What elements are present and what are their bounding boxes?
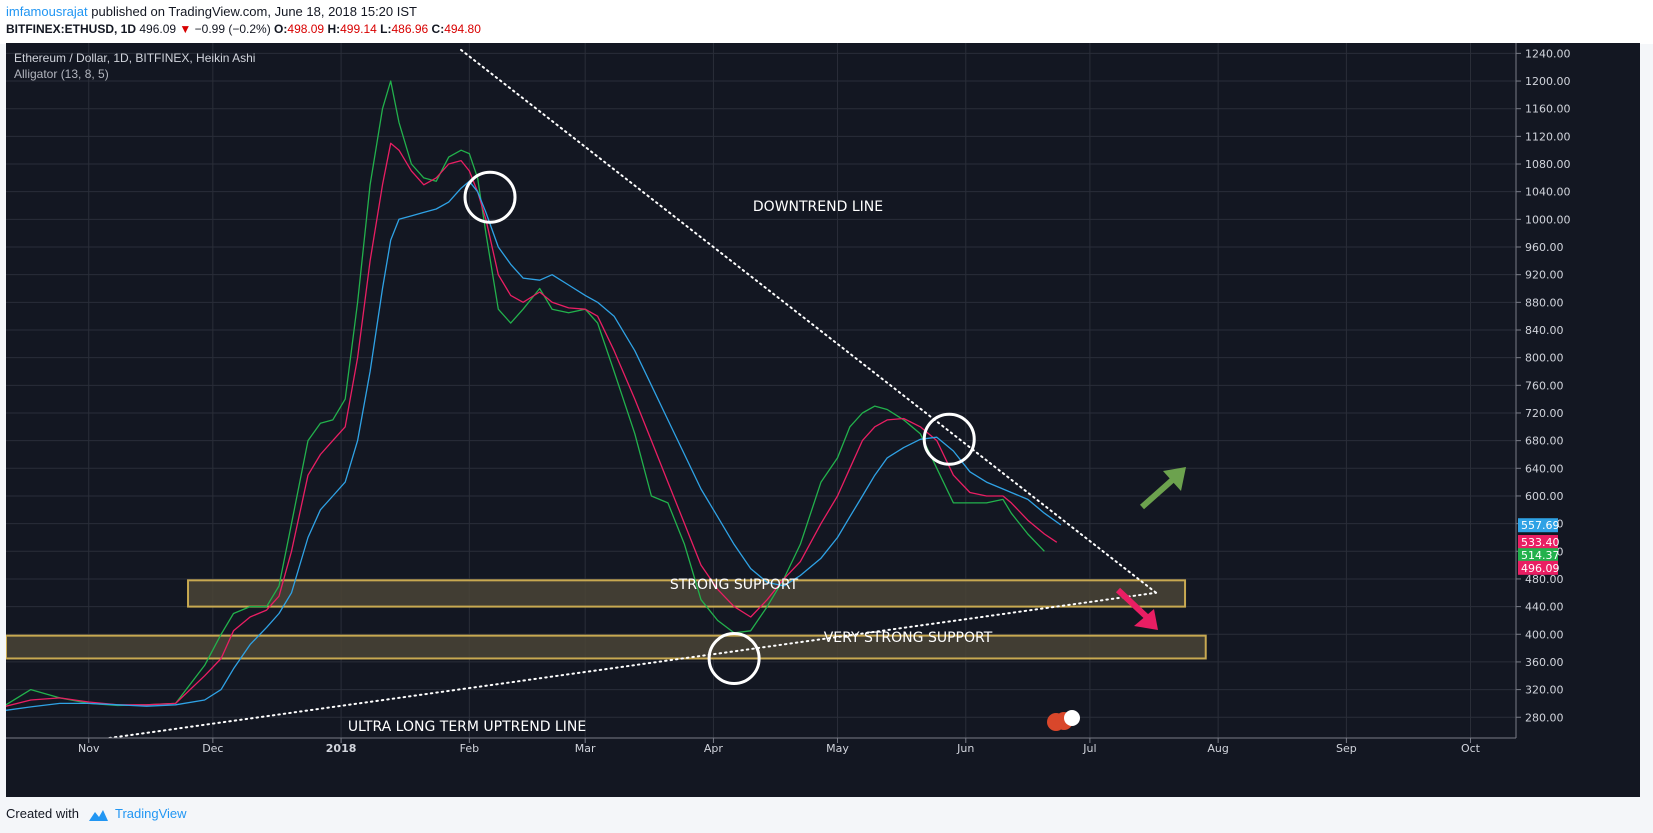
price-label-tag (1518, 560, 1558, 575)
open-value: 498.09 (287, 22, 325, 36)
price-label-tag (1518, 548, 1558, 563)
price-label-tag (1518, 535, 1558, 550)
footer: Created with TradingView (6, 806, 187, 822)
price-tick-label: 440.00 (1525, 601, 1564, 614)
price-tick-label: 720.00 (1525, 407, 1564, 420)
arrow-up-icon (1140, 467, 1186, 510)
price-tick-label: 320.00 (1525, 684, 1564, 697)
time-tick-label: Mar (575, 742, 596, 755)
publish-header: imfamousrajat published on TradingView.c… (0, 0, 1653, 44)
time-tick-label: Nov (78, 742, 100, 755)
support-touch-circle-apr (707, 631, 761, 685)
bearish-cross-circle-feb (463, 170, 517, 224)
price-tick-label: 360.00 (1525, 656, 1564, 669)
close-label: C: (431, 22, 445, 36)
tradingview-link[interactable]: TradingView (114, 806, 187, 821)
alligator-teeth-line (6, 142, 1058, 707)
created-with-text: Created with (6, 806, 79, 821)
price-tick-label: 960.00 (1525, 241, 1564, 254)
high-label: H: (327, 22, 341, 36)
trend-lines (108, 48, 1158, 739)
price-tick-label: 1160.00 (1525, 103, 1571, 116)
symbol-name: BITFINEX:ETHUSD, 1D (6, 22, 137, 36)
price-tick-label: 280.00 (1525, 711, 1564, 724)
down-arrow-icon: ▼ (179, 22, 192, 36)
time-axis[interactable]: Nov Dec 2018 Feb Mar Apr May Jun Jul Aug Sep Oct (6, 737, 1640, 797)
high-value: 499.14 (340, 22, 377, 36)
tradingview-logo-icon (88, 809, 108, 821)
grid (6, 43, 1516, 738)
price-tick-label: 1120.00 (1525, 130, 1571, 143)
price-change: −0.99 (−0.2%) (194, 22, 271, 36)
price-tick-label: 760.00 (1525, 379, 1564, 392)
price-label-text: 557.69 (1521, 519, 1560, 532)
time-tick-label: Jul (1082, 742, 1096, 755)
price-tick-label: 400.00 (1525, 628, 1564, 641)
time-tick-label: Dec (202, 742, 223, 755)
alligator-jaw-line (6, 180, 1062, 711)
price-tick-label: 680.00 (1525, 435, 1564, 448)
author-link[interactable]: imfamousrajat (6, 4, 88, 19)
price-axis-panel (1517, 43, 1640, 738)
events-flag-icon[interactable] (1047, 710, 1080, 731)
time-tick-label: May (826, 742, 849, 755)
chart-background (6, 43, 1640, 797)
direction-arrows (1115, 467, 1186, 630)
open-label: O: (274, 22, 288, 36)
downtrend-line-label: DOWNTREND LINE (753, 199, 883, 215)
time-tick-label: Aug (1207, 742, 1228, 755)
highlight-circles (463, 170, 976, 685)
price-tick-label: 1040.00 (1525, 186, 1571, 199)
alligator-lines (6, 80, 1062, 711)
price-axis[interactable]: 280.00320.00360.00400.00440.00480.00520.… (1515, 43, 1640, 738)
time-tick-label: Oct (1461, 742, 1481, 755)
time-tick-label: Sep (1336, 742, 1357, 755)
byline: imfamousrajat published on TradingView.c… (6, 4, 417, 19)
time-tick-label: Apr (704, 742, 724, 755)
price-chart[interactable]: DOWNTREND LINE STRONG SUPPORT VERY STRON… (6, 43, 1640, 797)
very-strong-support-zone (6, 634, 1207, 660)
indicator-legend[interactable]: Alligator (13, 8, 5) (14, 67, 109, 81)
close-value: 494.80 (444, 22, 481, 36)
alligator-lips-line (6, 80, 1045, 707)
price-tick-label: 600.00 (1525, 490, 1564, 503)
support-zones (6, 579, 1207, 660)
time-tick-label: Feb (460, 742, 479, 755)
chart-legend-title: Ethereum / Dollar, 1D, BITFINEX, Heikin … (14, 51, 255, 65)
price-tick-label: 800.00 (1525, 352, 1564, 365)
arrow-down-icon (1115, 587, 1158, 630)
very-strong-support-label: VERY STRONG SUPPORT (824, 630, 993, 646)
time-tick-label: 2018 (326, 742, 357, 755)
low-value: 486.96 (391, 22, 429, 36)
price-tick-label: 1200.00 (1525, 75, 1571, 88)
chart-annotations: DOWNTREND LINE STRONG SUPPORT VERY STRON… (348, 199, 993, 735)
price-label-text: 533.40 (1521, 536, 1560, 549)
bearish-cross-circle-may (922, 412, 976, 466)
price-tick-label: 840.00 (1525, 324, 1564, 337)
published-text: published on TradingView.com, June 18, 2… (91, 4, 417, 19)
price-tick-label: 640.00 (1525, 462, 1564, 475)
price-label-text: 496.09 (1521, 562, 1560, 575)
downtrend-line (460, 48, 1158, 594)
uptrend-line-label: ULTRA LONG TERM UPTREND LINE (348, 719, 586, 735)
strong-support-zone (187, 579, 1187, 608)
time-axis-panel (6, 738, 1640, 797)
time-tick-label: Jun (956, 742, 974, 755)
price-tick-label: 480.00 (1525, 573, 1564, 586)
symbol-line: BITFINEX:ETHUSD, 1D 496.09 ▼ −0.99 (−0.2… (6, 22, 481, 36)
uptrend-line (108, 591, 1158, 739)
price-tick-label: 1080.00 (1525, 158, 1571, 171)
price-tick-label: 880.00 (1525, 296, 1564, 309)
price-tick-label: 1240.00 (1525, 47, 1571, 60)
last-price: 496.09 (139, 22, 177, 36)
price-tick-label: 920.00 (1525, 269, 1564, 282)
price-label-tag (1518, 518, 1558, 533)
low-label: L: (380, 22, 392, 36)
strong-support-label: STRONG SUPPORT (670, 577, 799, 593)
price-label-text: 514.37 (1521, 549, 1560, 562)
price-tick-label: 1000.00 (1525, 213, 1571, 226)
